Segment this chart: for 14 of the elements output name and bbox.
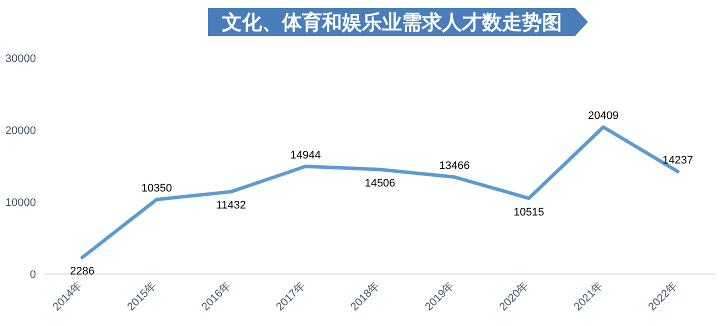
- data-label: 2286: [70, 266, 94, 278]
- data-label: 10350: [141, 182, 172, 194]
- chart-title: 文化、体育和娱乐业需求人才数走势图: [221, 11, 562, 34]
- data-label: 13466: [439, 160, 470, 172]
- data-label: 11432: [216, 200, 246, 212]
- y-tick-label: 30000: [5, 53, 36, 65]
- data-label: 14506: [364, 178, 396, 190]
- y-tick-label: 20000: [5, 125, 36, 137]
- data-label: 14944: [290, 149, 321, 162]
- data-label: 20409: [588, 110, 619, 122]
- y-tick-label: 10000: [5, 197, 36, 209]
- data-label: 14237: [662, 154, 694, 166]
- y-tick-label: 0: [30, 269, 36, 281]
- data-label: 10515: [514, 206, 544, 218]
